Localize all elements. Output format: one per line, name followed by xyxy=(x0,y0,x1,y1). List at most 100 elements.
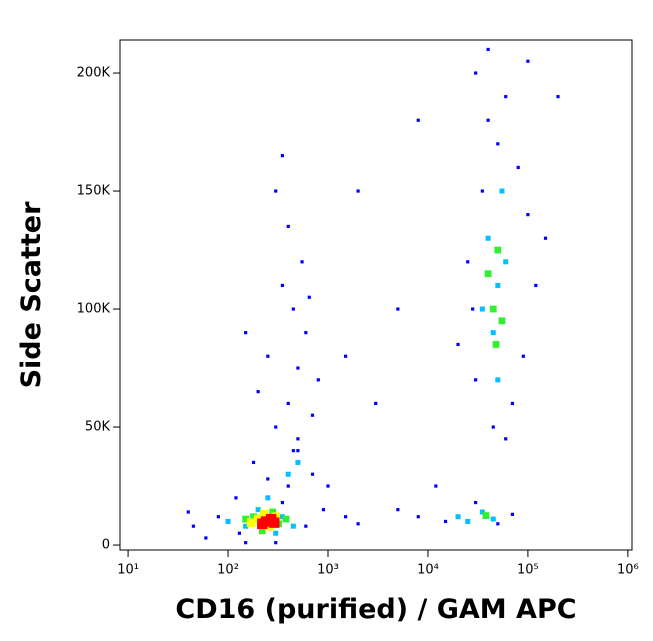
point xyxy=(526,213,530,217)
point xyxy=(455,514,461,520)
point xyxy=(216,515,220,519)
x-tick-label: 10¹ xyxy=(117,563,139,578)
point xyxy=(274,189,278,193)
point xyxy=(291,449,295,453)
point xyxy=(456,342,460,347)
point xyxy=(296,437,300,441)
point xyxy=(257,518,268,530)
point xyxy=(486,47,490,52)
point xyxy=(526,59,530,63)
point xyxy=(265,495,271,501)
point xyxy=(466,260,470,264)
point xyxy=(300,260,304,264)
x-tick-label: 10⁴ xyxy=(417,563,439,578)
point xyxy=(285,471,291,477)
point xyxy=(296,366,300,370)
point xyxy=(304,524,308,528)
x-tick-label: 10⁵ xyxy=(517,563,539,578)
point xyxy=(280,283,285,288)
point xyxy=(479,509,485,515)
point xyxy=(510,401,515,406)
point xyxy=(266,477,270,481)
point xyxy=(186,510,190,514)
point xyxy=(286,224,290,229)
point xyxy=(286,401,290,406)
point xyxy=(250,513,257,521)
point xyxy=(521,354,525,358)
point xyxy=(356,522,360,526)
point xyxy=(321,508,326,512)
point xyxy=(234,496,238,500)
point xyxy=(191,524,195,528)
point xyxy=(495,282,501,288)
point xyxy=(326,484,330,488)
point xyxy=(304,331,308,335)
point xyxy=(290,523,296,529)
x-tick-label: 10² xyxy=(217,563,239,578)
point xyxy=(296,449,300,453)
point xyxy=(225,518,231,524)
point xyxy=(443,519,448,524)
point xyxy=(416,118,420,122)
point xyxy=(556,95,560,99)
point xyxy=(492,341,500,348)
point xyxy=(286,484,290,488)
point xyxy=(494,246,502,254)
point xyxy=(496,522,500,526)
point xyxy=(266,354,270,358)
point xyxy=(474,71,478,75)
y-tick-label: 50K xyxy=(85,420,111,435)
point xyxy=(489,305,497,313)
point xyxy=(516,165,520,170)
point xyxy=(543,236,548,240)
point xyxy=(534,283,538,288)
point xyxy=(280,500,285,505)
point xyxy=(479,306,485,312)
point xyxy=(356,189,360,193)
point xyxy=(482,512,490,519)
point xyxy=(490,330,496,336)
point xyxy=(279,514,285,520)
point xyxy=(499,188,505,194)
point xyxy=(291,307,295,311)
x-tick-label: 10⁶ xyxy=(617,563,639,578)
point xyxy=(274,541,278,545)
point xyxy=(204,536,208,540)
point xyxy=(255,507,261,513)
point xyxy=(484,270,492,278)
point xyxy=(316,378,320,382)
point xyxy=(242,515,250,523)
y-tick-label: 100K xyxy=(77,302,111,317)
point xyxy=(343,354,348,358)
point xyxy=(343,515,348,519)
y-axis-title: Side Scatter xyxy=(16,201,47,389)
point xyxy=(251,460,256,465)
y-tick-label: 150K xyxy=(77,184,111,199)
point xyxy=(273,530,279,536)
point xyxy=(496,142,500,146)
point xyxy=(244,331,248,335)
y-tick-label: 200K xyxy=(77,66,111,81)
point xyxy=(474,378,478,382)
point xyxy=(510,512,515,516)
point xyxy=(274,425,278,429)
point xyxy=(498,317,506,325)
point xyxy=(490,516,496,522)
point xyxy=(258,527,266,535)
point xyxy=(434,484,438,488)
point xyxy=(471,307,475,311)
point xyxy=(269,517,280,528)
point xyxy=(485,235,491,241)
point xyxy=(259,510,269,519)
point xyxy=(486,118,490,122)
point xyxy=(295,459,301,465)
point xyxy=(310,413,315,417)
point xyxy=(480,189,484,193)
point xyxy=(465,518,471,524)
point xyxy=(237,531,242,535)
point xyxy=(280,154,285,158)
point xyxy=(269,508,277,516)
point xyxy=(396,307,400,311)
point xyxy=(474,500,478,505)
point xyxy=(495,377,501,383)
